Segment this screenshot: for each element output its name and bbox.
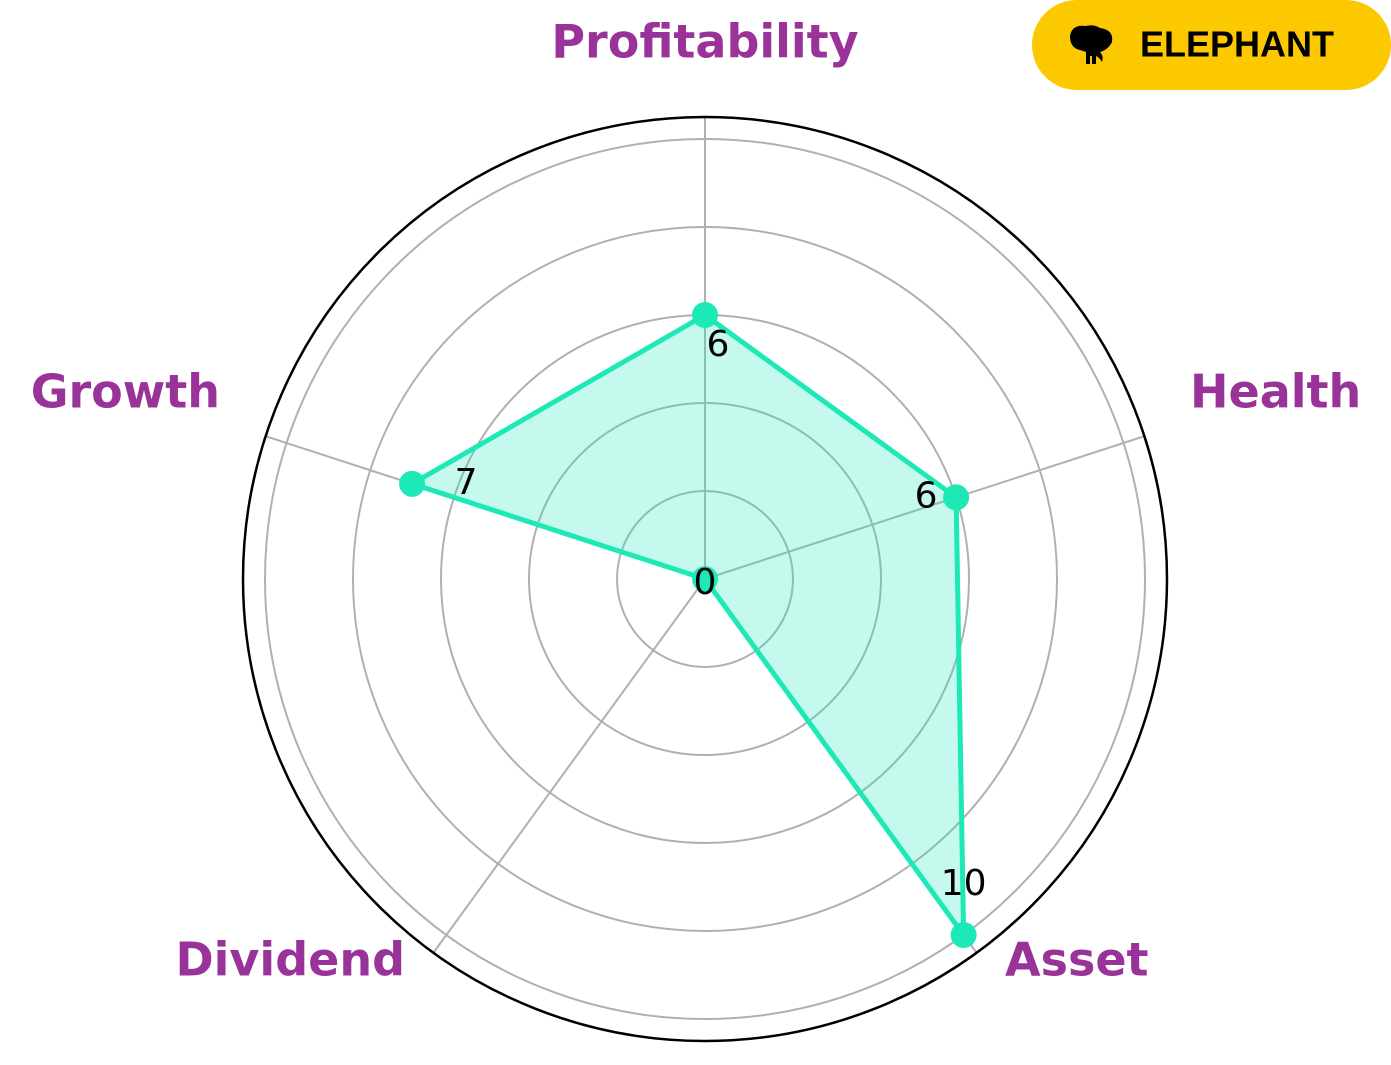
value-label: 6 [707,324,730,365]
logo-icon [1070,25,1113,64]
category-label: Profitability [551,15,858,69]
spoke [704,435,1145,580]
value-label: 10 [941,863,987,904]
data-point [399,470,426,497]
data-point [692,302,718,328]
category-label: Dividend [175,933,405,987]
value-label: 0 [694,562,717,603]
outer-circle [241,115,1169,1043]
logo-background [1032,0,1391,90]
logo-text: ELEPHANT [1140,24,1334,65]
value-label: 7 [455,462,478,503]
category-label: Health [1190,365,1361,419]
value-label: 6 [915,475,938,516]
data-point [692,566,718,592]
radar-area [409,312,967,938]
logo-badge: ELEPHANT [1032,0,1391,90]
data-point [950,921,977,948]
category-label: Asset [1005,933,1149,987]
data-point [943,484,970,511]
spoke [432,578,706,954]
category-label: Growth [31,365,220,419]
